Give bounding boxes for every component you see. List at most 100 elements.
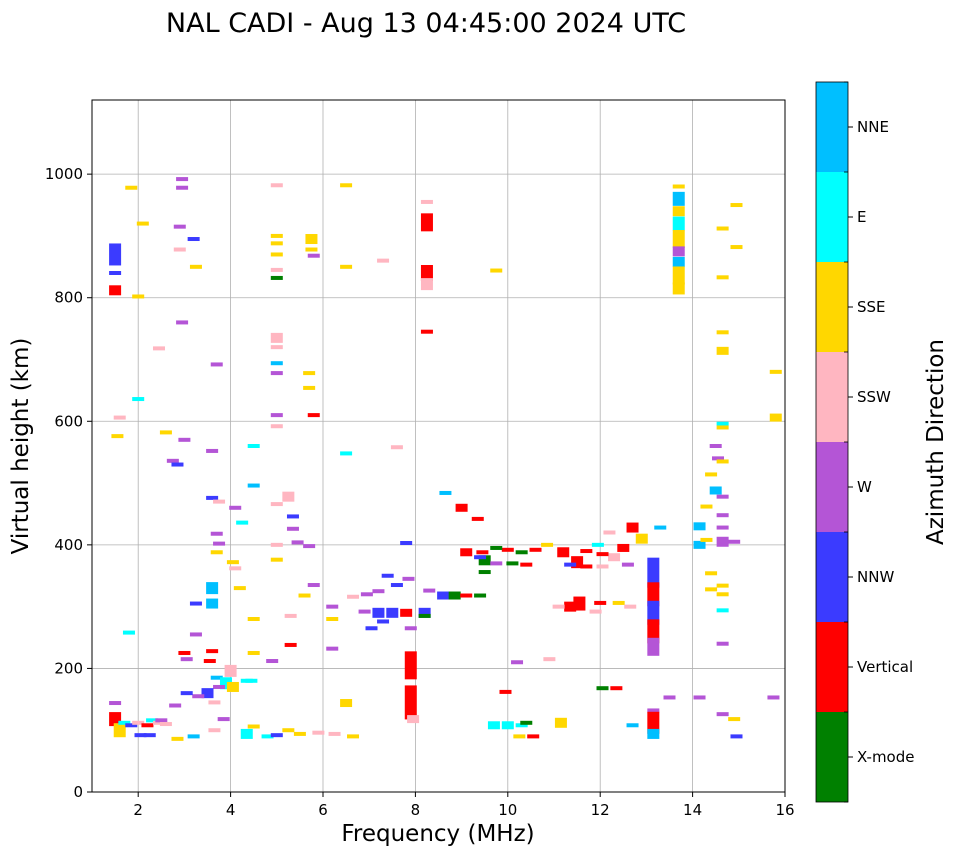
data-point <box>716 275 729 280</box>
data-point <box>206 448 219 453</box>
data-point <box>420 329 433 334</box>
data-point <box>152 720 165 725</box>
data-point <box>270 502 283 507</box>
x-tick-label: 8 <box>411 801 421 819</box>
colorbar-tick-label: NNW <box>857 568 894 586</box>
data-point <box>716 494 729 499</box>
data-point <box>305 247 318 252</box>
data-point <box>716 421 729 426</box>
data-point <box>284 642 297 647</box>
data-point <box>506 561 519 566</box>
data-point <box>307 413 320 418</box>
data-point <box>365 626 378 631</box>
data-point <box>700 504 713 509</box>
data-point <box>360 592 373 597</box>
x-tick-label: 2 <box>133 801 143 819</box>
data-point <box>270 275 283 280</box>
data-point <box>647 600 660 625</box>
data-point <box>552 604 565 609</box>
data-point <box>125 185 138 190</box>
data-point <box>672 282 685 295</box>
data-point <box>716 583 729 588</box>
data-point <box>400 608 413 617</box>
data-point <box>298 593 311 598</box>
data-point <box>201 688 214 699</box>
colorbar-tick-label: NNE <box>857 118 889 136</box>
x-tick-label: 10 <box>498 801 517 819</box>
data-point <box>270 733 283 738</box>
data-point <box>326 617 339 621</box>
data-point <box>358 609 371 614</box>
data-point <box>716 459 729 464</box>
data-point <box>672 256 685 267</box>
data-point <box>270 332 283 343</box>
data-point <box>404 626 417 631</box>
data-point <box>233 586 246 591</box>
data-point <box>554 717 567 728</box>
data-point <box>305 234 318 245</box>
data-point <box>136 221 149 226</box>
colorbar-tick-label: X-mode <box>857 748 914 766</box>
data-point <box>180 657 193 662</box>
data-point <box>247 617 260 621</box>
data-point <box>515 723 528 728</box>
data-point <box>176 320 189 325</box>
data-point <box>187 734 200 739</box>
data-point <box>490 268 503 273</box>
data-point <box>109 285 122 296</box>
data-point <box>270 183 283 188</box>
data-point <box>557 547 570 558</box>
data-point <box>672 191 685 206</box>
colorbar-segment <box>816 172 848 262</box>
colorbar-frame <box>815 81 849 803</box>
data-point <box>284 613 297 618</box>
data-point <box>490 561 503 566</box>
data-point <box>672 230 685 249</box>
data-point <box>178 437 191 442</box>
data-point <box>672 184 685 189</box>
data-point <box>109 701 122 706</box>
data-point <box>286 526 299 531</box>
data-point <box>594 600 607 605</box>
data-point <box>122 630 135 635</box>
data-point <box>402 576 415 581</box>
data-point <box>187 237 200 242</box>
data-point <box>229 566 242 571</box>
y-tick-label: 200 <box>54 659 83 677</box>
data-point <box>404 685 417 720</box>
data-point <box>178 650 191 655</box>
data-point <box>716 346 729 355</box>
data-point <box>716 513 729 518</box>
y-tick-label: 0 <box>73 783 83 801</box>
data-point <box>511 660 524 665</box>
x-tick-label: 12 <box>591 801 610 819</box>
x-tick-label: 4 <box>226 801 236 819</box>
data-point <box>654 525 667 530</box>
colorbar-label: Azimuth Direction <box>923 339 949 545</box>
data-point <box>709 444 722 448</box>
data-point <box>247 650 260 655</box>
data-point <box>270 413 283 418</box>
data-point <box>189 264 202 269</box>
data-point <box>471 516 484 521</box>
data-point <box>460 593 473 598</box>
data-point <box>647 711 660 734</box>
data-point <box>596 686 609 691</box>
data-point <box>730 245 743 250</box>
data-point <box>647 557 660 588</box>
data-point <box>418 607 431 618</box>
data-point <box>716 226 729 231</box>
data-point <box>705 587 718 592</box>
data-point <box>229 505 242 510</box>
data-point <box>247 444 260 448</box>
data-point <box>647 728 660 739</box>
data-point <box>176 177 189 182</box>
data-point <box>663 695 676 700</box>
data-point <box>141 723 154 728</box>
data-point <box>210 550 223 555</box>
data-point <box>769 369 782 374</box>
data-point <box>437 591 450 600</box>
data-point <box>730 734 743 739</box>
colorbar-tick-label: W <box>857 478 872 496</box>
data-point <box>420 278 433 291</box>
